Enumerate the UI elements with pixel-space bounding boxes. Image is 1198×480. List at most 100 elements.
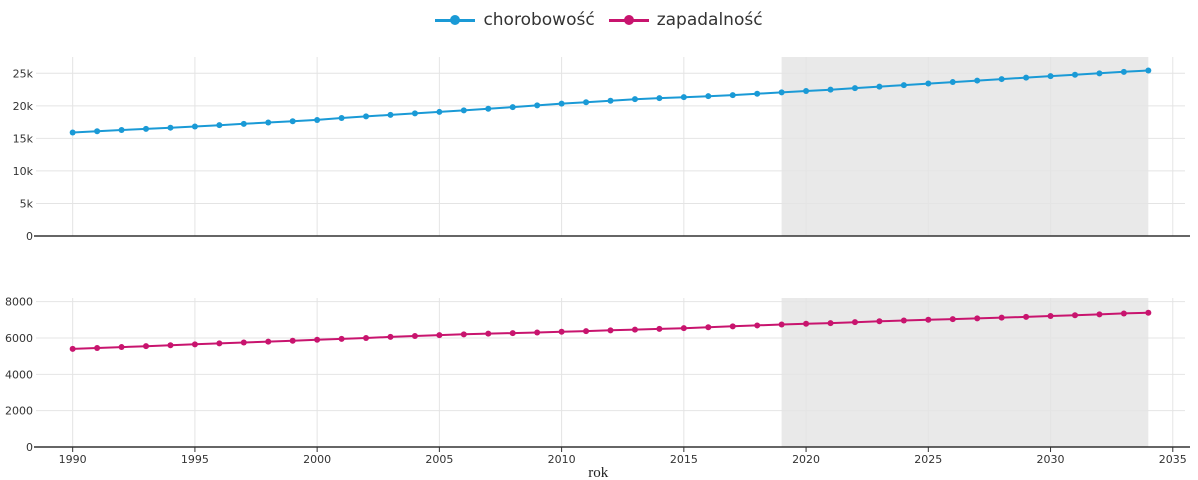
y-tick-label: 0 xyxy=(26,441,33,454)
data-point xyxy=(94,128,101,135)
data-point xyxy=(1023,313,1030,320)
data-point xyxy=(803,320,810,327)
chart-panel-prevalence: 0 5k 10k 15k 20k 25k xyxy=(13,57,1190,243)
data-point xyxy=(998,314,1005,321)
data-point xyxy=(265,119,272,126)
x-tick-label: 1995 xyxy=(181,453,209,466)
x-axis-title: rok xyxy=(588,465,608,480)
data-point xyxy=(436,108,443,115)
data-point xyxy=(314,116,321,123)
x-tick-label: 2005 xyxy=(425,453,453,466)
data-point xyxy=(460,331,467,338)
data-point xyxy=(558,328,565,335)
y-tick-label: 20k xyxy=(13,100,34,113)
data-point xyxy=(509,330,516,337)
data-point xyxy=(680,94,687,101)
data-point xyxy=(607,97,614,104)
data-point xyxy=(240,120,247,127)
y-tick-label: 2000 xyxy=(5,405,33,418)
data-point xyxy=(631,326,638,333)
data-point xyxy=(216,122,223,129)
data-point xyxy=(1096,70,1103,77)
data-point xyxy=(876,83,883,90)
legend-item-prevalence[interactable]: chorobowość xyxy=(435,10,595,30)
data-point xyxy=(216,340,223,347)
data-point xyxy=(1047,73,1054,80)
data-point xyxy=(1145,67,1152,74)
data-point xyxy=(387,111,394,118)
data-point xyxy=(411,110,418,117)
data-point xyxy=(1096,311,1103,318)
y-tick-label: 6000 xyxy=(5,332,33,345)
data-point xyxy=(631,96,638,103)
x-tick-label: 2035 xyxy=(1159,453,1187,466)
data-point xyxy=(1023,74,1030,81)
data-point xyxy=(851,319,858,326)
x-tick-label: 1990 xyxy=(59,453,87,466)
legend-swatch-incidence xyxy=(608,13,649,27)
data-point xyxy=(827,320,834,327)
x-tick-label: 2020 xyxy=(792,453,820,466)
legend-label-incidence: zapadalność xyxy=(656,10,763,30)
data-point xyxy=(900,82,907,89)
data-point xyxy=(265,338,272,345)
data-point xyxy=(534,329,541,336)
data-point xyxy=(411,332,418,339)
data-point xyxy=(729,323,736,330)
data-point xyxy=(69,345,76,352)
chart-legend: chorobowość zapadalność xyxy=(0,6,1198,34)
y-tick-label: 15k xyxy=(13,132,34,145)
data-point xyxy=(338,335,345,342)
data-point xyxy=(974,315,981,322)
data-point xyxy=(436,332,443,339)
data-point xyxy=(778,321,785,328)
data-point xyxy=(1071,71,1078,78)
data-point xyxy=(167,342,174,349)
data-point xyxy=(289,118,296,125)
y-tick-label: 4000 xyxy=(5,368,33,381)
data-point xyxy=(314,336,321,343)
data-point xyxy=(656,325,663,332)
legend-swatch-prevalence xyxy=(435,13,476,27)
data-point xyxy=(191,123,198,130)
y-tick-label: 8000 xyxy=(5,296,33,309)
y-tick-label: 25k xyxy=(13,67,34,80)
forecast-region xyxy=(781,57,1149,236)
y-tick-label: 10k xyxy=(13,165,34,178)
data-point xyxy=(338,114,345,121)
data-point xyxy=(240,339,247,346)
data-point xyxy=(827,86,834,93)
data-point xyxy=(558,100,565,107)
legend-item-incidence[interactable]: zapadalność xyxy=(608,10,763,30)
data-point xyxy=(803,88,810,95)
data-point xyxy=(143,125,150,132)
data-point xyxy=(485,105,492,112)
data-point xyxy=(876,318,883,325)
data-point xyxy=(1120,68,1127,75)
data-point xyxy=(925,80,932,87)
data-point xyxy=(583,328,590,335)
data-point xyxy=(949,316,956,323)
data-point xyxy=(851,85,858,92)
data-point xyxy=(729,92,736,99)
data-point xyxy=(460,107,467,114)
data-point xyxy=(534,102,541,109)
data-point xyxy=(143,343,150,350)
x-tick-label: 2010 xyxy=(548,453,576,466)
data-point xyxy=(607,327,614,334)
data-point xyxy=(754,322,761,329)
y-tick-label: 5k xyxy=(20,197,34,210)
data-point xyxy=(949,79,956,86)
data-point xyxy=(387,333,394,340)
data-point xyxy=(69,129,76,136)
data-point xyxy=(118,127,125,134)
data-point xyxy=(363,334,370,341)
data-point xyxy=(94,344,101,351)
data-point xyxy=(705,93,712,100)
data-point xyxy=(705,324,712,331)
data-point xyxy=(778,89,785,96)
data-point xyxy=(680,325,687,332)
data-point xyxy=(974,77,981,84)
forecast-region xyxy=(781,298,1149,447)
